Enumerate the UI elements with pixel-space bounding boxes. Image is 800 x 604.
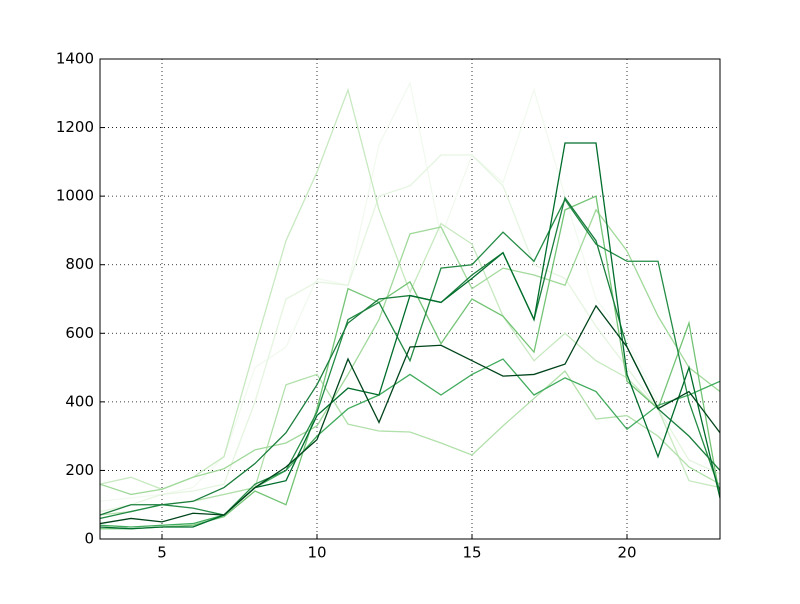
- y-tick-label: 600: [65, 324, 94, 342]
- series-line: [99, 154, 721, 513]
- series-line: [99, 87, 721, 490]
- series-line: [99, 198, 721, 520]
- series-line: [99, 142, 721, 530]
- y-tick-label: 200: [65, 461, 94, 479]
- x-tick-label: 10: [307, 544, 326, 562]
- y-tick-label: 0: [84, 530, 94, 548]
- y-tick-label: 1200: [56, 118, 94, 136]
- x-tick-label: 20: [617, 544, 636, 562]
- axes-frame: [99, 58, 721, 540]
- series-line: [99, 81, 721, 502]
- y-tick-label: 400: [65, 392, 94, 410]
- y-tick-label: 1000: [56, 187, 94, 205]
- series-line: [99, 358, 721, 528]
- y-tick-label: 800: [65, 255, 94, 273]
- series-line: [99, 304, 721, 525]
- plot-area: [99, 58, 721, 540]
- x-tick-label: 5: [157, 544, 167, 562]
- y-tick-label: 1400: [56, 50, 94, 68]
- x-tick-label: 15: [462, 544, 481, 562]
- series-line: [99, 208, 721, 496]
